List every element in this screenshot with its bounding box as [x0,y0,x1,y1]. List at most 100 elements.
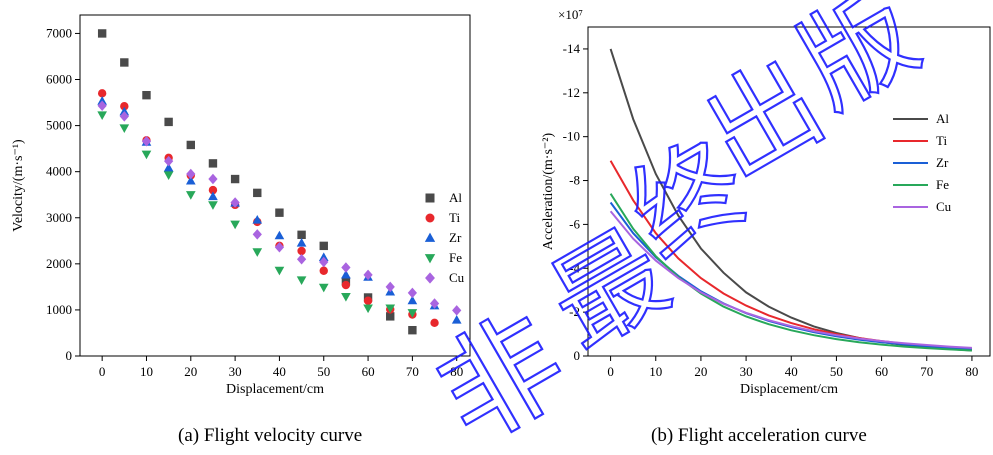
chart-a-point [385,281,395,293]
chart-a-point [407,309,418,318]
chart-a-xtick-label: 30 [229,364,242,379]
chart-a-legend-label: Cu [449,270,465,285]
chart-a-point [208,191,218,201]
chart-a-point [341,269,351,279]
chart-b-frame [587,26,991,357]
chart-a-point [430,318,439,328]
chart-a-point [296,276,307,286]
chart-b-ytick-label: -2 [569,304,580,319]
chart-b-xtick-label: 0 [607,364,614,379]
chart-a-ytick-label: 6000 [46,72,72,87]
chart-a-ytick-label: 0 [66,348,73,363]
chart-a-legend-label: Fe [449,250,462,265]
chart-a-point [452,305,462,316]
chart-a-point [252,248,263,257]
chart-a-point [119,111,129,122]
chart-b-xlabel: Displacement/cm [740,382,838,397]
chart-a-point [319,241,328,251]
chart-a-point [185,175,196,185]
chart-b-ytick-label: -10 [563,129,580,144]
chart-b-ytick-label: -14 [563,41,581,56]
chart-b-legend-label: Fe [936,177,949,192]
chart-a-legend-marker [425,213,435,223]
chart-a-ytick-label: 7000 [46,25,72,40]
chart-a-point [164,155,174,167]
chart-b: 0 10 20 30 40 50 60 70 80 0 -2 -4 -6 -8 -10 -12 -14 ×10⁷ D… [541,7,991,397]
chart-a-point [119,124,130,133]
chart-a-point [120,102,129,111]
chart-a-point [164,117,173,127]
chart-a-ytick-label: 5000 [46,118,72,133]
chart-b-legend-label: Zr [936,155,949,170]
chart-a-point [230,220,240,230]
chart-b-ytick-label: -8 [569,173,580,188]
chart-a-point [208,201,218,210]
chart-b-xtick-label: 20 [694,364,707,379]
chart-a-xtick-label: 0 [99,364,106,379]
chart-b-xtick-label: 70 [920,364,933,379]
chart-a-point [274,230,285,240]
caption-a: (a) Flight velocity curve [178,425,363,446]
chart-a-point [407,295,418,305]
chart-a-xtick-label: 80 [450,364,463,379]
chart-a-point [275,208,284,217]
chart-a-point [341,262,351,273]
chart-a-ytick-label: 1000 [46,302,72,317]
chart-a-point [363,296,373,305]
chart-b-xtick-label: 40 [785,364,798,379]
chart-b-xtick-label: 30 [740,364,753,379]
chart-a-point [363,269,373,281]
chart-a-point [142,90,151,100]
chart-a-point [252,229,262,240]
chart-a-xtick-label: 10 [140,364,153,379]
chart-a-point [363,304,373,314]
chart-a-point [97,89,107,98]
chart-a-point [274,266,285,276]
chart-a-point [341,292,351,302]
chart-a-point [429,298,440,309]
chart-a-ytick-label: 2000 [46,256,72,271]
chart-a-point [141,136,152,147]
chart-a-ytick-label: 4000 [46,164,72,179]
chart-a-point [319,266,328,275]
chart-a-point [186,168,196,180]
chart-a-point [341,280,351,290]
chart-a-legend-label: Ti [449,210,460,225]
chart-a-ylabel: Velocity/(m·s⁻¹) [11,139,26,232]
chart-a-series-ti [97,89,439,328]
chart-a-point [407,287,418,299]
chart-a-xtick-label: 40 [273,364,286,379]
chart-a-point [319,256,329,268]
chart-a-point [163,171,174,180]
chart-a-point [120,58,129,67]
chart-a-point [296,238,307,247]
chart-b-xtick-label: 10 [649,364,662,379]
chart-a-point [230,197,240,208]
chart-a-series-fe [97,111,418,318]
chart-a-point [208,185,218,195]
chart-a-point [185,191,196,200]
chart-a-point [385,304,396,314]
chart-a-point [408,325,417,335]
chart-a-point [141,150,152,160]
chart-b-ytick-label: -4 [569,260,580,275]
chart-b-ytick-label: 0 [574,348,581,363]
chart-a-point [451,315,462,324]
chart-b-ylabel: Acceleration/(m·s⁻²) [541,133,556,251]
chart-b-xtick-label: 80 [965,364,978,379]
chart-a-point [252,215,263,224]
chart-a-xtick-label: 60 [362,364,375,379]
chart-a-point [297,246,306,256]
chart-a-point [163,162,174,172]
chart-b-multiplier: ×10⁷ [558,7,583,22]
chart-a-legend-marker [424,254,436,264]
chart-a-legend-label: Al [449,190,462,205]
chart-a: 0 10 20 30 40 50 60 70 80 0 1000 2000 3000 4000 5000 60… [11,14,471,397]
chart-a-point [119,106,130,116]
chart-a-xtick-label: 70 [406,364,419,379]
chart-a-point [230,174,240,184]
chart-b-line-cu [609,210,972,349]
chart-b-ytick-label: -12 [563,85,580,100]
chart-b-legend-label: Ti [936,133,947,148]
